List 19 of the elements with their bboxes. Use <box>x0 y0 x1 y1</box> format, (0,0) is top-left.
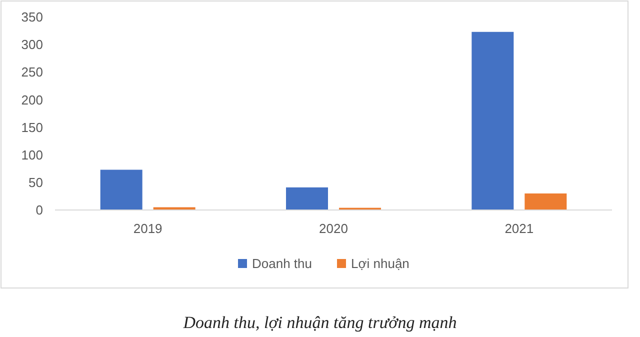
bar <box>524 193 567 210</box>
bar <box>100 170 142 210</box>
x-tick-label: 2021 <box>504 221 534 236</box>
y-tick-label: 0 <box>36 202 43 218</box>
bar <box>286 187 328 210</box>
legend-label: Doanh thu <box>252 256 312 271</box>
y-tick-label: 200 <box>21 92 43 108</box>
x-tick-label: 2019 <box>133 221 162 236</box>
text: Doanh thu, lợi nhuận tăng trưởng mạnh <box>182 313 457 332</box>
y-tick-label: 150 <box>21 120 43 135</box>
y-tick-label: 300 <box>21 37 43 52</box>
y-tick-label: 100 <box>21 147 43 162</box>
bar <box>153 207 196 210</box>
legend-label: Lợi nhuận <box>351 256 410 271</box>
bar <box>472 32 514 210</box>
x-tick-label: 2020 <box>319 221 348 236</box>
y-tick-label: 50 <box>28 174 43 190</box>
y-tick-label: 350 <box>21 10 43 25</box>
y-tick-label: 250 <box>21 64 43 80</box>
